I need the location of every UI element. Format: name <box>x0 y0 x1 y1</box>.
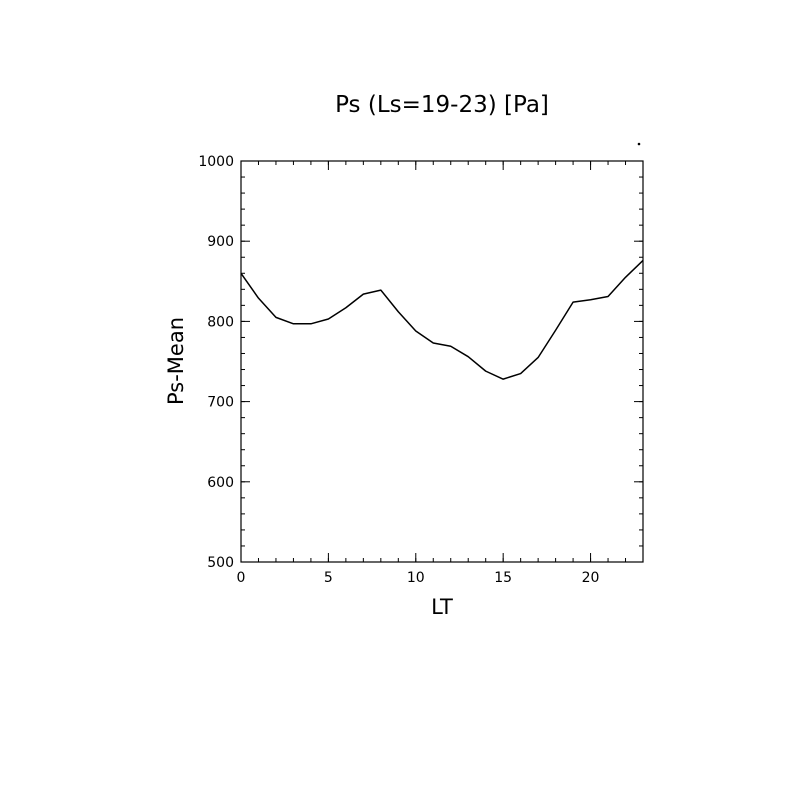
y-tick-label: 500 <box>207 555 234 571</box>
x-tick-label: 15 <box>494 570 512 586</box>
y-tick-label: 900 <box>207 234 234 250</box>
x-tick-label: 0 <box>237 570 246 586</box>
x-tick-label: 10 <box>407 570 425 586</box>
series-line <box>240 259 644 380</box>
series-layer <box>240 259 644 380</box>
chart-title: Ps (Ls=19-23) [Pa] <box>335 92 549 118</box>
plot-frame <box>240 160 644 563</box>
y-tick-label: 700 <box>207 395 234 411</box>
corner-dot-marker <box>637 142 641 146</box>
y-tick-label: 800 <box>207 314 234 330</box>
y-tick-label: 1000 <box>198 154 234 170</box>
x-tick-label: 20 <box>582 570 600 586</box>
x-tick-label: 5 <box>324 570 333 586</box>
y-tick-label: 600 <box>207 475 234 491</box>
axis-ticks: 0 5 10 15 20 500 600 700 800 900 1000 <box>198 154 644 586</box>
x-axis-label: LT <box>431 595 453 619</box>
y-axis-label: Ps-Mean <box>164 317 188 405</box>
